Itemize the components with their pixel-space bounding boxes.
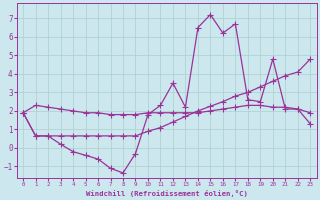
X-axis label: Windchill (Refroidissement éolien,°C): Windchill (Refroidissement éolien,°C) bbox=[86, 190, 248, 197]
